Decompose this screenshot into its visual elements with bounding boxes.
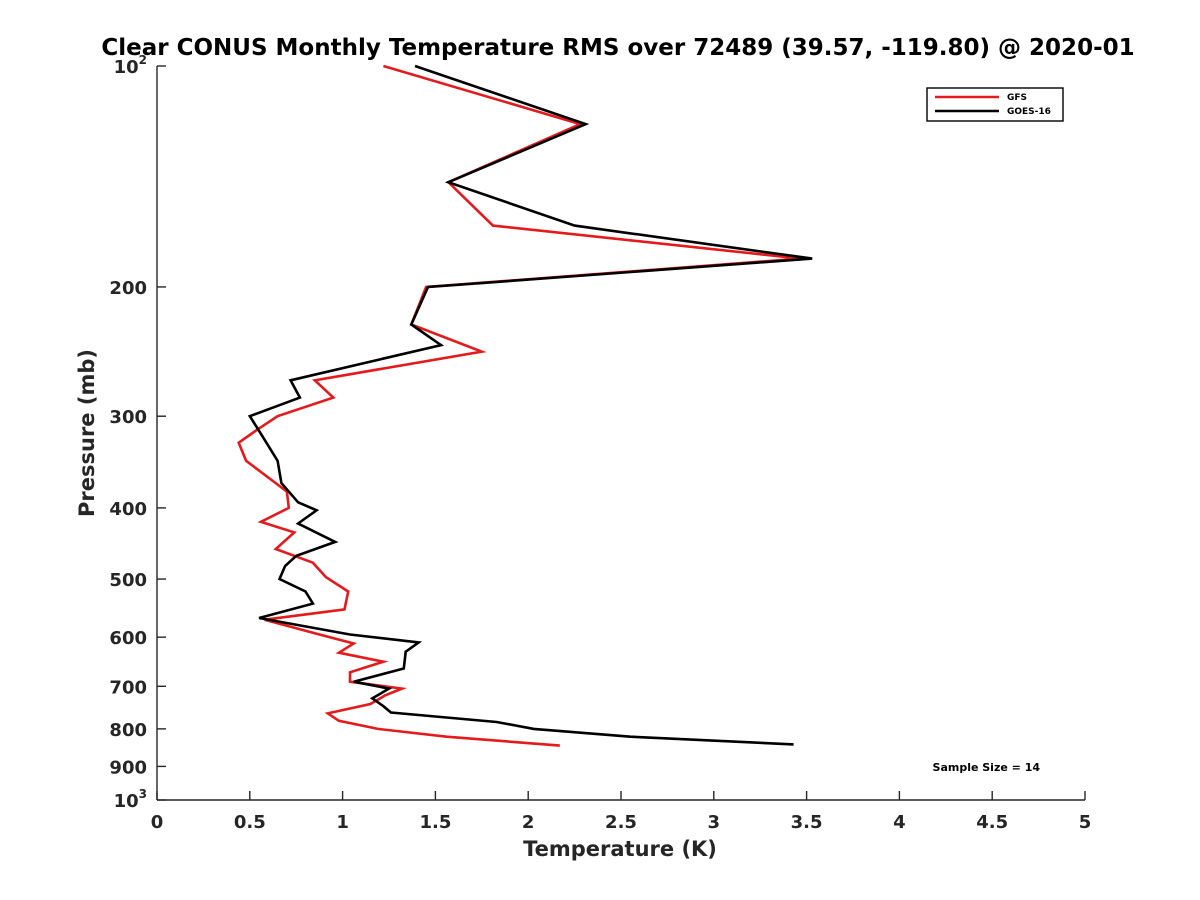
series-group	[237, 64, 813, 747]
x-tick-label: 5	[1079, 812, 1092, 833]
x-tick-label: 1	[336, 812, 349, 833]
x-tick-label: 3	[708, 812, 721, 833]
legend-box	[926, 87, 1064, 122]
y-tick-label: 600	[109, 628, 147, 649]
x-axis-label: Temperature (K)	[523, 837, 717, 861]
axes-group	[156, 66, 1085, 801]
legend-entry-label: GFS	[1007, 93, 1027, 103]
y-tick-label: 700	[109, 677, 147, 698]
series-line-goes-16	[247, 64, 813, 746]
x-tick-label: 0	[151, 812, 164, 833]
sample-size-annotation: Sample Size = 14	[933, 761, 1041, 774]
y-tick-label: 300	[109, 407, 147, 428]
y-tick-label: 400	[109, 499, 147, 520]
y-tick-label: 103	[114, 787, 147, 812]
y-tick-label: 800	[109, 720, 147, 741]
legend: GFS GOES-16	[926, 87, 1064, 122]
y-tick-label: 102	[114, 53, 147, 78]
x-tick-label: 4	[893, 812, 906, 833]
y-tick-label: 900	[109, 757, 147, 778]
ticks-group: 0 0.5 1 1.5 2 2.5 3 3.5 4 4.5 5 102 200 300 400 500 600 7…	[109, 53, 1091, 833]
x-tick-label: 1.5	[419, 812, 451, 833]
x-tick-label: 0.5	[234, 812, 266, 833]
x-tick-label: 2	[522, 812, 535, 833]
legend-entry-label: GOES-16	[1007, 107, 1051, 117]
y-tick-label: 200	[109, 278, 147, 299]
x-tick-label: 2.5	[605, 812, 637, 833]
y-axis-label: Pressure (mb)	[75, 349, 99, 517]
x-tick-label: 4.5	[976, 812, 1008, 833]
series-line-gfs	[237, 64, 802, 747]
x-tick-label: 3.5	[791, 812, 823, 833]
y-tick-label: 500	[109, 570, 147, 591]
chart-title: Clear CONUS Monthly Temperature RMS over…	[101, 35, 1134, 61]
